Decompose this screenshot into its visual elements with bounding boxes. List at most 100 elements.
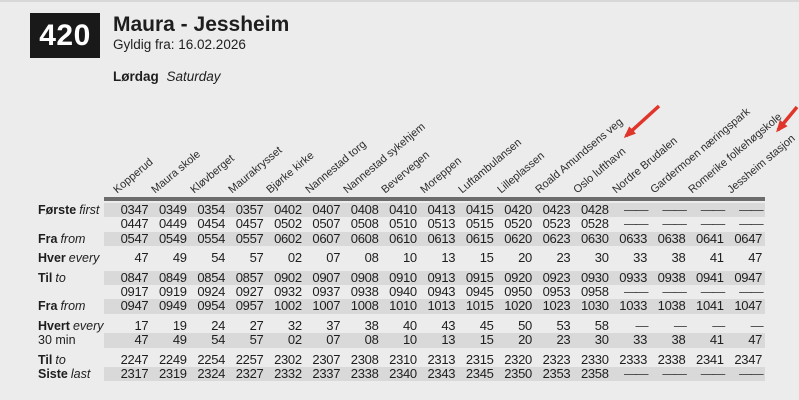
time-cell: 0623 (542, 230, 571, 246)
time-cell: 0402 (274, 202, 302, 217)
time-cell: 0449 (158, 216, 187, 232)
time-cell: 37 (326, 317, 341, 333)
time-cell: 2320 (504, 351, 532, 367)
timetable-row: 0447 0449 0454 0457 0502 0507 0508 0510 0513 0515… (38, 216, 765, 232)
time-cell: 0420 (504, 202, 532, 217)
time-cell: 07 (326, 250, 341, 266)
time-cell: 0924 (197, 283, 226, 299)
day-name-english: Saturday (166, 69, 221, 84)
time-cell: 0523 (542, 216, 571, 232)
row-cells: 0547 0549 0554 0557 0602 0607 0608 0610 0613 0615… (104, 230, 765, 247)
time-cell: 2257 (235, 351, 264, 367)
time-cell: 47 (134, 332, 149, 348)
time-cell: 32 (287, 317, 302, 333)
day-name-norwegian: Lørdag (113, 69, 159, 84)
time-cell: 30 (594, 250, 609, 266)
time-cell: 58 (594, 317, 609, 333)
time-cell: 54 (211, 250, 226, 266)
row-cells: 47 49 54 57 02 07 08 10 13 15 20 23 30 33 38 41 47 (104, 332, 765, 348)
time-cell: 38 (364, 317, 379, 333)
time-cell: 08 (364, 250, 379, 266)
time-cell: 1038 (657, 298, 686, 314)
time-cell: 40 (403, 317, 417, 333)
row-cells: 0447 0449 0454 0457 0502 0507 0508 0510 0513 0515… (104, 216, 765, 232)
timetable-row: Siste last 2317 2319 2324 2327 2332 2337 2338 234… (38, 365, 765, 382)
no-service-dash: — (712, 317, 725, 333)
no-service-dash: —— (624, 283, 649, 299)
time-cell: 0602 (274, 230, 302, 246)
time-cell: 0950 (504, 283, 532, 299)
time-cell: 1033 (619, 298, 648, 314)
table-top-border (104, 197, 765, 201)
no-service-dash: —— (700, 202, 726, 217)
row-label: Til to (38, 270, 66, 285)
time-cell: 0428 (580, 202, 609, 217)
time-cell: 47 (134, 250, 149, 266)
row-label (38, 285, 104, 299)
time-cell: 0608 (350, 230, 379, 246)
time-cell: 0638 (657, 230, 686, 246)
time-cell: 2340 (389, 365, 417, 381)
time-cell: 07 (326, 332, 341, 348)
time-cell: 1007 (312, 298, 341, 314)
no-service-dash: —— (662, 365, 687, 381)
time-cell: 19 (172, 317, 187, 333)
time-cell: 0902 (274, 269, 302, 285)
time-cell: 0454 (197, 216, 226, 232)
time-cell: 0940 (389, 283, 417, 299)
time-cell: 1041 (696, 298, 724, 314)
station-header-17: Jessheim stasjon (724, 132, 798, 196)
time-cell: 0620 (504, 230, 532, 246)
time-cell: 0947 (734, 269, 763, 285)
timetable-row: Hvert every 17 19 24 27 32 37 38 40 43 45 50 53 58 — — — — (38, 317, 765, 333)
time-cell: 0510 (389, 216, 417, 232)
time-cell: 30 (594, 332, 609, 348)
time-cell: 50 (518, 317, 532, 333)
time-cell: 0520 (504, 216, 532, 232)
time-cell: 1030 (580, 298, 609, 314)
timetable-rows: Første first 0347 0349 0354 0357 0402 0407 0408 0… (38, 202, 765, 382)
time-cell: 0357 (235, 202, 264, 217)
time-cell: 2317 (120, 365, 149, 381)
time-cell: 0847 (120, 269, 149, 285)
time-cell: 0915 (465, 269, 494, 285)
time-cell: 0910 (389, 269, 417, 285)
time-cell: 2345 (465, 365, 494, 381)
time-cell: 2338 (657, 351, 686, 367)
time-cell: 24 (211, 317, 226, 333)
timetable-row: 30 min 47 49 54 57 02 07 08 10 13 15 20 23 30 33 38 41 47 (38, 332, 765, 348)
time-cell: 41 (709, 332, 724, 348)
time-cell: 0937 (312, 283, 341, 299)
row-label: 30 min (38, 333, 76, 348)
row-cells: 17 19 24 27 32 37 38 40 43 45 50 53 58 — — — — (104, 317, 765, 333)
no-service-dash: —— (700, 365, 726, 381)
time-cell: 0953 (542, 283, 571, 299)
time-cell: 13 (441, 332, 456, 348)
time-cell: 0507 (312, 216, 341, 232)
time-cell: 2302 (274, 351, 302, 367)
time-cell: 2307 (312, 351, 341, 367)
time-cell: 49 (172, 332, 187, 348)
time-cell: 0945 (465, 283, 494, 299)
time-cell: 0513 (427, 216, 456, 232)
time-cell: 08 (364, 332, 379, 348)
time-cell: 2247 (120, 351, 149, 367)
time-cell: 1047 (734, 298, 763, 314)
row-label: Hver every (38, 251, 100, 266)
time-cell: 57 (249, 332, 264, 348)
route-number: 420 (39, 18, 91, 52)
time-cell: 0920 (504, 269, 532, 285)
time-cell: 20 (518, 332, 532, 348)
time-cell: 2254 (197, 351, 226, 367)
row-label: Hvert every (38, 318, 104, 333)
time-cell: 0932 (274, 283, 302, 299)
time-cell: 38 (671, 250, 686, 266)
time-cell: 0447 (120, 216, 149, 232)
time-cell: 2313 (427, 351, 456, 367)
time-cell: 2332 (274, 365, 302, 381)
time-cell: 0528 (580, 216, 609, 232)
time-cell: 0633 (619, 230, 648, 246)
time-cell: 0943 (427, 283, 456, 299)
time-cell: 2347 (734, 351, 763, 367)
